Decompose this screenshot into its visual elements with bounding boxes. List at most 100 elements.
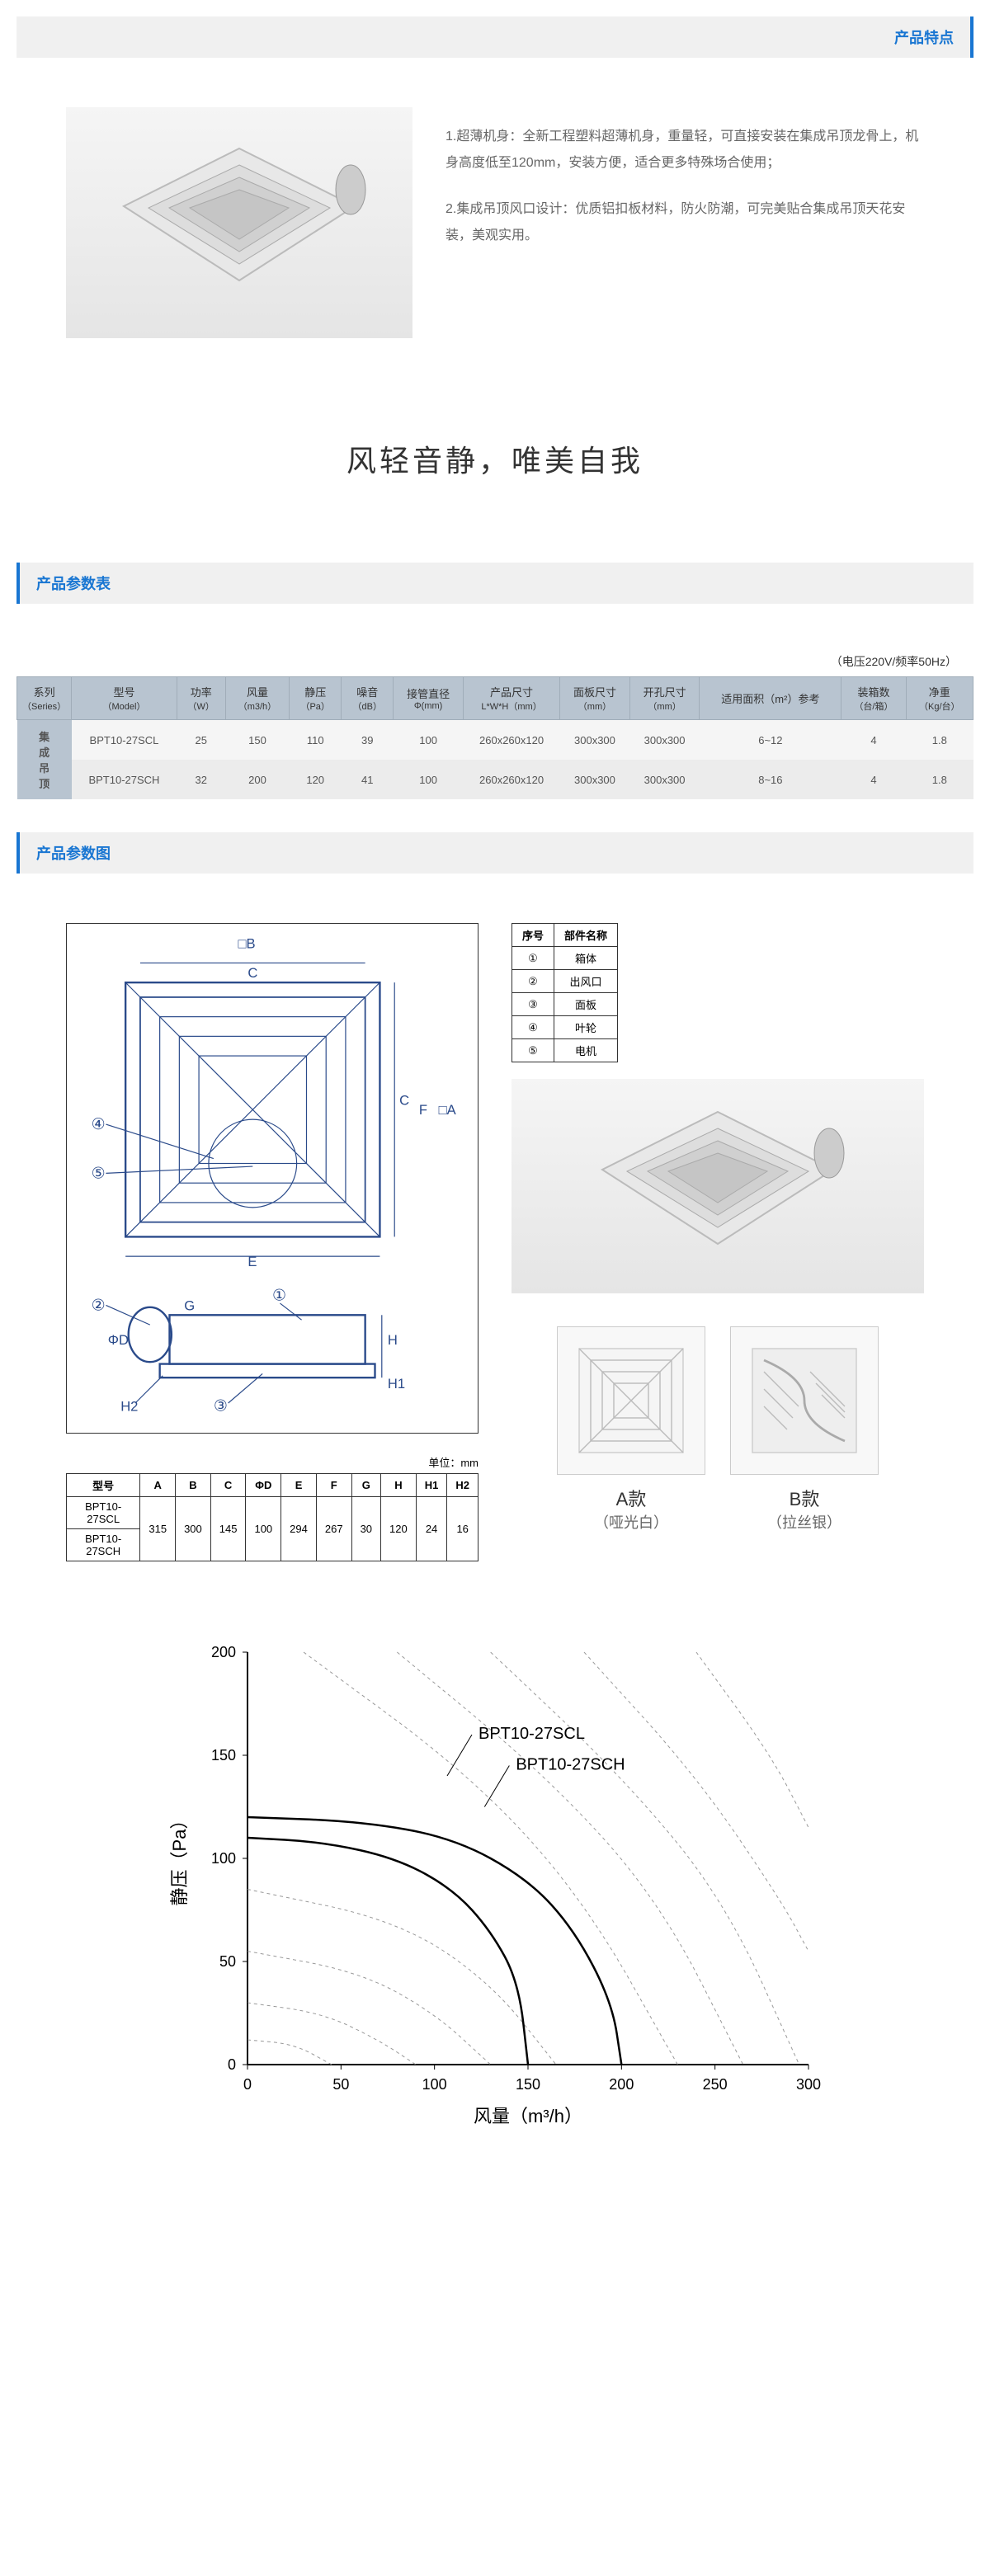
- spec-cell: 1.8: [906, 720, 973, 761]
- svg-text:BPT10-27SCH: BPT10-27SCH: [516, 1755, 625, 1773]
- diagram-left: □B C C F □A ④ ⑤ E ②: [66, 923, 478, 1561]
- svg-text:③: ③: [214, 1397, 228, 1415]
- dim-cell: 100: [246, 1496, 281, 1561]
- parts-cell: ⑤: [512, 1039, 554, 1062]
- spec-th: 静压（Pa）: [290, 677, 342, 720]
- variant-a-desc: （哑光白）: [557, 1511, 705, 1533]
- svg-text:0: 0: [228, 2056, 236, 2073]
- table-row: 集成吊顶BPT10-27SCL2515011039100260x260x1203…: [17, 720, 974, 761]
- dim-th: A: [140, 1473, 176, 1496]
- spec-th: 产品尺寸L*W*H（mm）: [463, 677, 559, 720]
- feature-list: 1.超薄机身：全新工程塑料超薄机身，重量轻，可直接安装在集成吊顶龙骨上，机身高度…: [446, 107, 924, 269]
- dim-th: 型号: [67, 1473, 140, 1496]
- dim-cell: 24: [416, 1496, 447, 1561]
- section-header-diagram: 产品参数图: [16, 832, 974, 874]
- voltage-note: （电压220V/频率50Hz）: [16, 620, 974, 676]
- spec-body: 集成吊顶BPT10-27SCL2515011039100260x260x1203…: [17, 720, 974, 800]
- svg-text:④: ④: [92, 1116, 106, 1133]
- parts-table: 序号 部件名称 ①箱体②出风口③面板④叶轮⑤电机: [512, 923, 618, 1062]
- dim-th: E: [281, 1473, 317, 1496]
- spec-cell: BPT10-27SCL: [72, 720, 177, 761]
- features-row: 1.超薄机身：全新工程塑料超薄机身，重量轻，可直接安装在集成吊顶龙骨上，机身高度…: [16, 74, 974, 371]
- svg-text:H: H: [388, 1332, 398, 1348]
- diagram-right: 序号 部件名称 ①箱体②出风口③面板④叶轮⑤电机: [512, 923, 924, 1561]
- dim-th: H1: [416, 1473, 447, 1496]
- spec-cell: BPT10-27SCH: [72, 760, 177, 799]
- parts-cell: ②: [512, 970, 554, 993]
- dim-th: F: [316, 1473, 351, 1496]
- svg-text:300: 300: [796, 2076, 821, 2093]
- dim-cell: 294: [281, 1496, 317, 1561]
- parts-cell: 叶轮: [554, 1016, 618, 1039]
- svg-text:BPT10-27SCL: BPT10-27SCL: [478, 1725, 585, 1743]
- parts-cell: 电机: [554, 1039, 618, 1062]
- spec-cell: 32: [177, 760, 225, 799]
- svg-text:⑤: ⑤: [92, 1165, 106, 1182]
- table-row: ②出风口: [512, 970, 618, 993]
- slogan: 风轻音静，唯美自我: [16, 371, 974, 546]
- dim-cell: 300: [176, 1496, 211, 1561]
- section-header-spec: 产品参数表: [16, 563, 974, 604]
- dim-cell: 267: [316, 1496, 351, 1561]
- dim-cell: BPT10-27SCH: [67, 1528, 140, 1561]
- series-cell: 集成吊顶: [17, 720, 72, 800]
- spec-cell: 260x260x120: [463, 720, 559, 761]
- spec-cell: 110: [290, 720, 342, 761]
- spec-cell: 1.8: [906, 760, 973, 799]
- dim-th: H2: [447, 1473, 478, 1496]
- dim-th: G: [351, 1473, 380, 1496]
- spec-th: 装箱数（台/箱）: [842, 677, 906, 720]
- dim-cell: 145: [210, 1496, 246, 1561]
- variant-a-image: [557, 1326, 705, 1475]
- svg-text:100: 100: [211, 1850, 236, 1867]
- spec-th: 接管直径Φ(mm): [394, 677, 464, 720]
- product-hero-image: [66, 107, 412, 338]
- dim-th: ΦD: [246, 1473, 281, 1496]
- dim-unit: 单位：mm: [66, 1454, 478, 1470]
- table-row: BPT10-27SCL315300145100294267301202416: [67, 1496, 478, 1528]
- svg-text:200: 200: [211, 1644, 236, 1660]
- spec-cell: 4: [842, 760, 906, 799]
- section-header-features: 产品特点: [16, 16, 974, 58]
- variant-b-desc: （拉丝银）: [730, 1511, 879, 1533]
- table-row: ④叶轮: [512, 1016, 618, 1039]
- dim-cell: 16: [447, 1496, 478, 1561]
- spec-th: 功率（W）: [177, 677, 225, 720]
- variant-a-name: A款: [557, 1485, 705, 1511]
- spec-cell: 120: [290, 760, 342, 799]
- spec-th: 开孔尺寸（mm）: [629, 677, 700, 720]
- svg-text:□A: □A: [439, 1102, 457, 1118]
- svg-text:静压（Pa）: 静压（Pa）: [169, 1811, 190, 1905]
- spec-cell: 100: [394, 720, 464, 761]
- spec-cell: 300x300: [629, 760, 700, 799]
- parts-cell: ④: [512, 1016, 554, 1039]
- svg-text:50: 50: [219, 1953, 236, 1970]
- svg-text:G: G: [184, 1297, 195, 1313]
- spec-cell: 300x300: [560, 760, 630, 799]
- dimension-drawing: □B C C F □A ④ ⑤ E ②: [66, 923, 478, 1434]
- table-row: ③面板: [512, 993, 618, 1016]
- performance-chart: 050100150200250300050100150200风量（m³/h）静压…: [157, 1627, 833, 2139]
- svg-text:150: 150: [516, 2076, 540, 2093]
- spec-cell: 300x300: [560, 720, 630, 761]
- dim-cell: 30: [351, 1496, 380, 1561]
- parts-th: 部件名称: [554, 924, 618, 947]
- svg-text:100: 100: [422, 2076, 447, 2093]
- spec-cell: 39: [342, 720, 394, 761]
- spec-title: 产品参数表: [36, 576, 111, 592]
- spec-cell: 260x260x120: [463, 760, 559, 799]
- spec-cell: 300x300: [629, 720, 700, 761]
- parts-cell: 出风口: [554, 970, 618, 993]
- dim-table: 型号ABCΦDEFGHH1H2 BPT10-27SCL3153001451002…: [66, 1473, 478, 1561]
- svg-text:□B: □B: [238, 936, 256, 952]
- dim-cell: 315: [140, 1496, 176, 1561]
- dim-th: B: [176, 1473, 211, 1496]
- spec-cell: 200: [225, 760, 289, 799]
- svg-text:C: C: [248, 965, 257, 981]
- table-row: BPT10-27SCH3220012041100260x260x120300x3…: [17, 760, 974, 799]
- spec-cell: 4: [842, 720, 906, 761]
- spec-th: 噪音（dB）: [342, 677, 394, 720]
- svg-text:150: 150: [211, 1747, 236, 1764]
- table-row: ①箱体: [512, 947, 618, 970]
- diagram-section: □B C C F □A ④ ⑤ E ②: [16, 890, 974, 1594]
